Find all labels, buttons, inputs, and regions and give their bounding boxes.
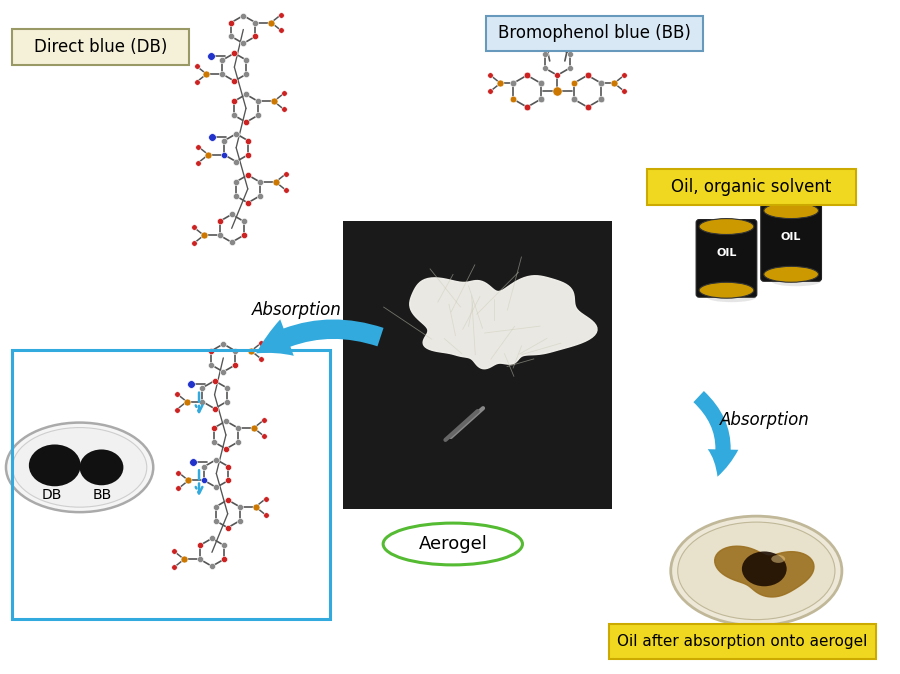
Ellipse shape	[706, 293, 756, 302]
Ellipse shape	[13, 427, 147, 507]
Text: Bromophenol blue (BB): Bromophenol blue (BB)	[498, 24, 690, 42]
Ellipse shape	[764, 266, 818, 282]
Text: OIL: OIL	[716, 249, 737, 258]
Ellipse shape	[29, 444, 81, 486]
Text: Direct blue (DB): Direct blue (DB)	[34, 38, 167, 57]
Text: Oil, organic solvent: Oil, organic solvent	[671, 178, 832, 195]
FancyBboxPatch shape	[486, 16, 703, 51]
Ellipse shape	[764, 203, 818, 218]
Ellipse shape	[383, 523, 523, 565]
FancyBboxPatch shape	[696, 220, 757, 297]
Text: DB: DB	[41, 488, 62, 502]
FancyArrowPatch shape	[256, 319, 383, 356]
Ellipse shape	[771, 276, 821, 286]
Ellipse shape	[699, 218, 754, 235]
FancyBboxPatch shape	[12, 30, 189, 65]
Ellipse shape	[6, 423, 153, 512]
Ellipse shape	[742, 551, 787, 586]
Polygon shape	[715, 546, 814, 597]
Text: Oil after absorption onto aerogel: Oil after absorption onto aerogel	[617, 634, 868, 649]
Ellipse shape	[699, 282, 754, 298]
Ellipse shape	[670, 516, 842, 625]
Ellipse shape	[79, 450, 123, 485]
Text: Absorption: Absorption	[252, 301, 341, 319]
Text: BB: BB	[93, 488, 112, 502]
Text: Aerogel: Aerogel	[418, 535, 487, 553]
Polygon shape	[410, 276, 597, 369]
FancyBboxPatch shape	[609, 623, 876, 659]
Text: Absorption: Absorption	[719, 410, 809, 429]
Text: OIL: OIL	[781, 233, 801, 243]
FancyArrowPatch shape	[693, 391, 738, 477]
FancyBboxPatch shape	[343, 220, 612, 509]
FancyBboxPatch shape	[760, 204, 822, 281]
FancyBboxPatch shape	[647, 168, 856, 205]
Ellipse shape	[771, 555, 785, 563]
Ellipse shape	[678, 522, 835, 619]
